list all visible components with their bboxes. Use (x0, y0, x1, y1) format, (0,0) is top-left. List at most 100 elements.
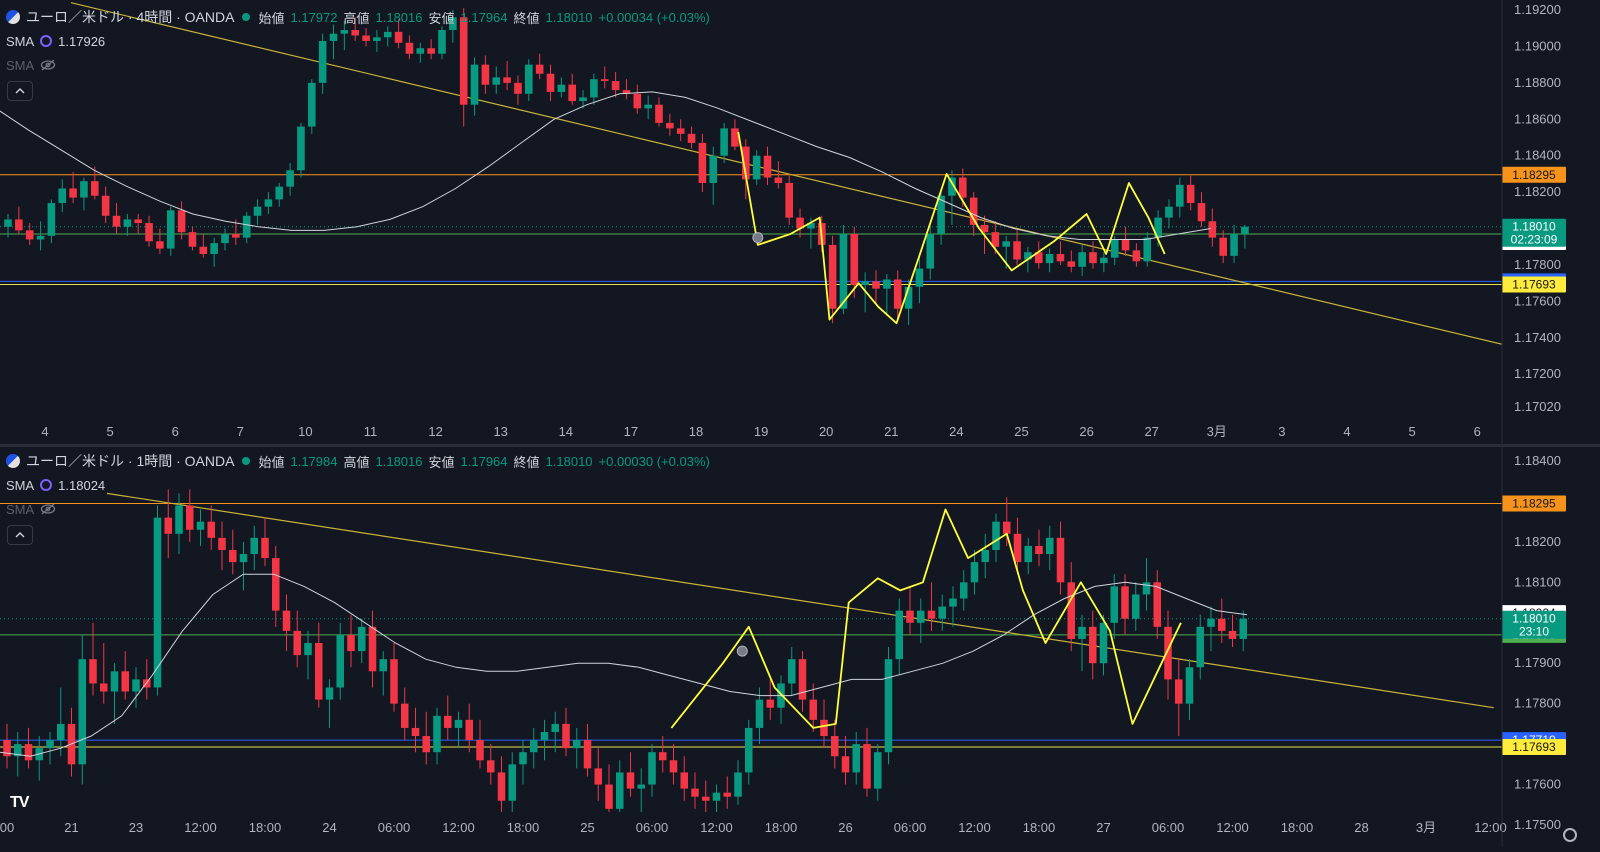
candle-body (454, 719, 463, 728)
open-label: 始値 (258, 10, 285, 26)
candle-body (210, 243, 218, 255)
candle-body (938, 606, 947, 619)
low-value: 1.17964 (460, 9, 508, 25)
last-price-tag-countdown: 02:23:09 (1511, 233, 1558, 247)
candle-body (112, 215, 121, 227)
candle-body (1067, 261, 1076, 267)
x-tick-label: 12:00 (1216, 820, 1249, 835)
candle-body (134, 219, 142, 224)
last-price-tag-bg (1502, 610, 1566, 639)
x-tick-label: 3 (1278, 424, 1285, 439)
x-tick-label: 13 (493, 424, 507, 439)
candle-body (519, 752, 527, 765)
candle-body (666, 122, 674, 129)
candle-body (1174, 679, 1183, 704)
x-tick-label: 25 (580, 820, 594, 835)
eye-off-icon[interactable] (40, 503, 56, 515)
candle-body (766, 699, 775, 708)
price-tag: 1.17693 (1512, 740, 1556, 754)
sma-color-icon[interactable] (40, 35, 53, 47)
candle-body (637, 784, 646, 789)
candle-body (763, 155, 772, 178)
candle-body (1110, 586, 1119, 623)
candle-body (1154, 217, 1162, 238)
candle-body (949, 598, 957, 607)
candle-body (1002, 241, 1010, 247)
candle-body (884, 659, 893, 753)
candle-body (1176, 184, 1184, 207)
candle-body (731, 128, 739, 147)
candle-body (297, 126, 305, 171)
candle-body (383, 31, 392, 38)
candle-body (318, 40, 327, 83)
x-tick-label: 12:00 (184, 820, 217, 835)
candle-body (1013, 533, 1022, 563)
y-tick-label: 1.17800 (1514, 257, 1561, 272)
candle-body (787, 659, 796, 684)
x-tick-label: 3月 (1416, 820, 1436, 835)
x-tick-label: 20 (819, 424, 833, 439)
eye-off-icon[interactable] (40, 59, 56, 71)
candle-body (36, 235, 45, 240)
candle-body (959, 177, 967, 198)
x-tick-label: 18 (689, 424, 703, 439)
x-tick-label: 12:00 (958, 820, 991, 835)
candle-body (861, 281, 869, 285)
sma-label[interactable]: SMA (6, 477, 35, 493)
x-tick-label: 10 (298, 424, 312, 439)
x-tick-label: 12:00 (442, 820, 475, 835)
candle-body (709, 155, 718, 184)
candle-body (830, 736, 839, 757)
candle-body (89, 659, 97, 684)
candle-body (991, 232, 1000, 247)
candle-body (56, 723, 65, 741)
candle-body (1219, 237, 1227, 256)
collapse-legend-button[interactable] (7, 525, 33, 545)
chevron-up-icon (15, 532, 25, 538)
gear-icon[interactable] (1563, 828, 1577, 842)
candle-body (470, 64, 479, 105)
candle-body (774, 177, 783, 184)
x-tick-label: 06:00 (894, 820, 927, 835)
candle-body (459, 17, 468, 105)
collapse-legend-button[interactable] (7, 81, 33, 101)
candle-body (742, 146, 750, 180)
candle-body (981, 549, 990, 563)
price-tag-bg (1502, 166, 1566, 183)
candle-body (1100, 257, 1108, 264)
candle-body (1024, 545, 1033, 563)
x-tick-label: 21 (64, 820, 78, 835)
candle-body (893, 279, 902, 309)
x-tick-label: 24 (322, 820, 336, 835)
candle-body (712, 792, 721, 801)
sma-hidden-label[interactable]: SMA (6, 501, 35, 517)
sma-hidden-label[interactable]: SMA (6, 57, 35, 73)
candle-body (1207, 618, 1215, 627)
x-tick-label: 18:00 (507, 820, 540, 835)
candle-body (3, 740, 11, 757)
candle-body (839, 233, 848, 309)
candle-body (1164, 626, 1172, 680)
x-tick-label: 06:00 (1152, 820, 1185, 835)
sma-color-icon[interactable] (40, 479, 53, 491)
candle-body (368, 626, 377, 672)
last-price-tag: 1.18010 (1512, 612, 1556, 626)
candle-body (282, 610, 291, 631)
y-tick-label: 1.18600 (1514, 111, 1561, 126)
candle-body (153, 517, 162, 688)
y-tick-label: 1.17600 (1514, 777, 1561, 792)
candle-body (264, 199, 273, 207)
candle-body (1013, 241, 1021, 260)
candle-body (605, 784, 613, 809)
sma-label[interactable]: SMA (6, 33, 35, 49)
symbol-title[interactable]: ユーロ／米ドル · 4時間 · OANDA (26, 9, 235, 25)
x-tick-label: 17 (624, 424, 638, 439)
x-tick-label: 23 (129, 820, 143, 835)
symbol-title[interactable]: ユーロ／米ドル · 1時間 · OANDA (26, 453, 235, 469)
zigzag-drawing (737, 131, 1166, 325)
candle-body (508, 764, 517, 801)
candle-body (1228, 630, 1237, 639)
tradingview-logo[interactable]: TV (10, 794, 29, 811)
candle-body (24, 744, 33, 761)
